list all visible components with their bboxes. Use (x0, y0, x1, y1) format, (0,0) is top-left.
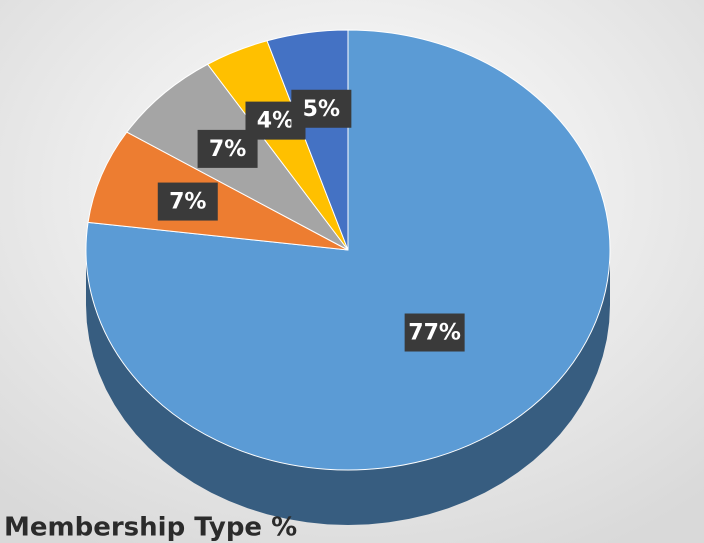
pie: 77% 7% 7% 4% 5% (85, 29, 611, 525)
data-label: 5% (303, 97, 340, 122)
data-label: 77% (408, 321, 461, 346)
label-box (157, 182, 218, 221)
slice (266, 29, 349, 251)
label-box (404, 313, 465, 352)
slice-side (86, 250, 610, 525)
data-label: 7% (169, 190, 206, 215)
data-label: 7% (209, 137, 246, 162)
data-label: 4% (257, 109, 294, 134)
label-box (291, 89, 352, 128)
chart-title: Membership Type % (4, 513, 297, 543)
slice (87, 131, 349, 251)
